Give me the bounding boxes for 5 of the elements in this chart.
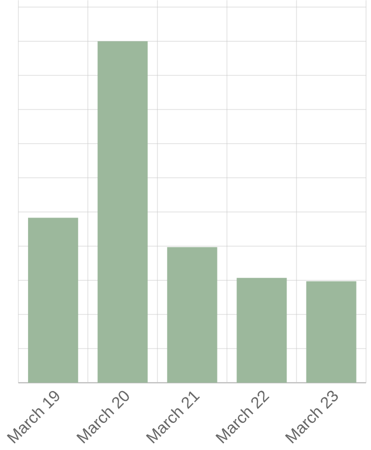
bar xyxy=(97,41,148,383)
bar xyxy=(236,278,287,383)
bar xyxy=(306,281,356,383)
bar xyxy=(166,247,217,383)
bar xyxy=(28,218,78,383)
